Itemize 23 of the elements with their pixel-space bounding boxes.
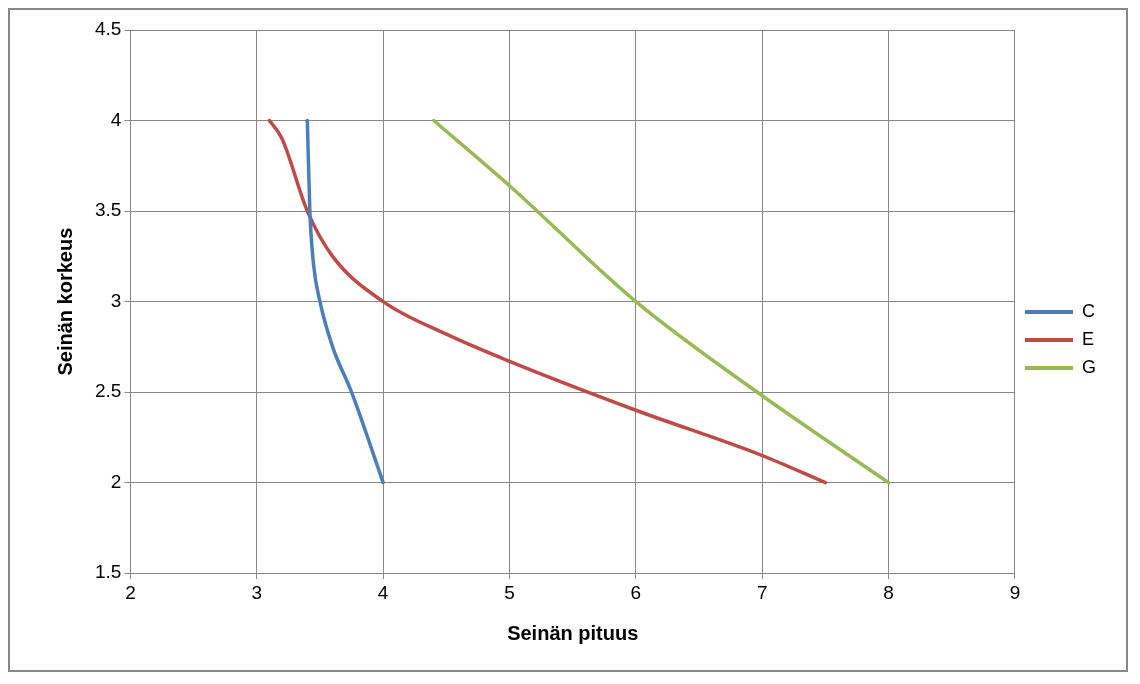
x-tick-label: 2 <box>125 581 136 603</box>
y-tick-label: 1.5 <box>94 561 122 583</box>
y-axis-title: Seinän korkeus <box>53 227 76 376</box>
y-tick-label: 4 <box>110 108 122 130</box>
x-axis-title: Seinän pituus <box>507 621 639 644</box>
line-series <box>305 118 385 485</box>
x-tick-label: 6 <box>630 581 642 603</box>
line-series <box>267 118 828 485</box>
line-series <box>431 118 891 485</box>
y-tick-label: 2 <box>110 470 122 492</box>
x-tick-label: 7 <box>756 581 768 603</box>
legend-label: G <box>1082 356 1097 377</box>
x-tick-label: 9 <box>1009 581 1021 603</box>
y-tick-label: 3.5 <box>94 199 122 221</box>
legend-label: C <box>1082 300 1095 321</box>
x-tick-label: 3 <box>251 581 263 603</box>
x-tick-label: 4 <box>377 581 389 603</box>
x-tick-label: 8 <box>883 581 894 603</box>
legend-label: E <box>1082 328 1095 349</box>
y-tick-label: 2.5 <box>94 380 122 402</box>
y-tick-label: 4.5 <box>94 18 122 40</box>
x-tick-label: 5 <box>504 581 515 603</box>
y-tick-label: 3 <box>110 289 122 311</box>
